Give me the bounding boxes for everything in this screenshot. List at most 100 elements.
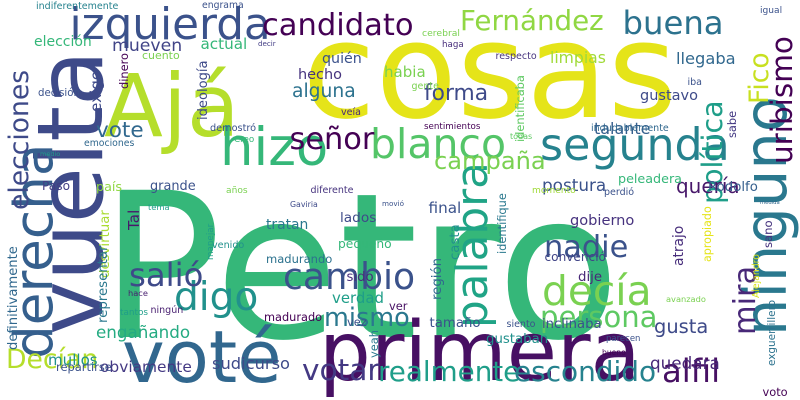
word-grande: grande <box>150 178 196 194</box>
word-decir: decir <box>258 38 276 48</box>
word-iba: iba <box>687 77 703 88</box>
word-queria: quería <box>676 174 740 198</box>
word-persona: persona <box>540 299 658 334</box>
word-mullos: mullos <box>48 350 98 369</box>
word-sabe: sabe <box>724 110 739 138</box>
word-hizo: hizo <box>220 116 329 178</box>
word-respecto: respecto <box>495 51 537 62</box>
word-repartirse: repartirse <box>56 359 112 374</box>
word-gustavo: gustavo <box>640 87 698 104</box>
word-paso: Pasó <box>42 179 71 193</box>
word-ningun: ningún <box>150 305 184 316</box>
word-habia: habia <box>384 62 426 81</box>
word-elecciones: elecciones <box>3 69 35 210</box>
word-anos: años <box>226 185 248 196</box>
word-gobierno: gobierno <box>570 211 635 229</box>
word-alguna: alguna <box>292 80 356 102</box>
word-quedara: quedara <box>650 352 720 373</box>
word-segunda: segunda <box>540 120 730 171</box>
word-izquierda: izquierda <box>69 0 271 50</box>
word-tal: Tal <box>124 209 143 230</box>
word-lados: lados <box>340 210 377 226</box>
word-madurado: madurado <box>264 309 323 324</box>
word-blanco: blanco <box>370 119 506 168</box>
word-demostro: demostró <box>210 123 257 134</box>
word-casta: casta <box>447 224 463 260</box>
word-salio: salió <box>129 256 204 294</box>
word-movio: movió <box>382 198 405 208</box>
word-voto: voto <box>762 384 788 399</box>
word-sano: sano <box>761 220 775 248</box>
word-apropiado: apropiado <box>700 206 714 262</box>
word-senor: señor <box>289 122 375 157</box>
word-buena: buena <box>622 4 724 42</box>
word-tamano: tamaño <box>429 315 481 331</box>
word-enganando: engañando <box>96 321 191 342</box>
word-talante: talante <box>594 119 651 138</box>
word-llegaba: llegaba <box>676 49 736 68</box>
word-pais: país <box>96 179 123 195</box>
word-exige: exige <box>86 70 105 112</box>
word-representar: representar <box>95 245 111 323</box>
word-sudicurso: sudicurso <box>212 354 290 373</box>
word-nadie: nadie <box>544 230 629 265</box>
word-tema: tema <box>148 202 170 212</box>
word-pequeno: pequeño <box>338 237 392 251</box>
word-parecen: parecen <box>606 333 641 344</box>
word-digo: digo <box>174 274 259 320</box>
word-alfil: alfil <box>662 352 721 390</box>
word-vote: vote <box>96 118 144 143</box>
word-cerebral: cerebral <box>422 27 460 39</box>
word-definitivamente: definitivamente <box>5 246 21 350</box>
word-hecho: hecho <box>298 67 343 83</box>
word-decia: decía <box>542 266 652 315</box>
word-creo: Creo <box>234 134 255 145</box>
word-forma: forma <box>424 81 489 106</box>
word-dije: dije <box>578 269 603 285</box>
word-sido: sido <box>346 269 374 285</box>
word-indiferentemente: indiferentemente <box>36 1 119 12</box>
word-perdio: perdió <box>604 187 635 198</box>
word-hace: hace <box>128 288 148 298</box>
word-todas: todas <box>510 132 533 141</box>
word-gusta: gusta <box>654 314 709 338</box>
word-yeah: yeah <box>366 330 381 358</box>
word-inclinaba: inclinaba <box>542 316 602 332</box>
word-ver: ver <box>389 298 408 313</box>
word-alejandro: Alejandro <box>750 254 762 298</box>
word-momento: momento <box>532 185 576 196</box>
word-cuento: cuento <box>142 48 180 62</box>
word-peleadera: peleadera <box>618 170 682 186</box>
word-haga: haga <box>442 39 464 50</box>
word-igual: igual <box>760 5 783 16</box>
word-veia: veía <box>341 107 361 118</box>
word-region: región <box>429 257 445 300</box>
word-dinero: dinero <box>116 52 131 89</box>
word-mismo: mismo <box>324 303 410 333</box>
word-ideologia: ideología <box>195 60 211 120</box>
word-cambio: cambio <box>283 256 416 298</box>
word-mueven: mueven <box>112 35 183 56</box>
word-indudablemente: indudablemente <box>591 123 669 134</box>
word-primera: primera <box>319 305 641 400</box>
word-atrajo: atrajo <box>671 225 687 266</box>
word-petro: Petro <box>100 150 621 385</box>
word-bueno: bueno <box>602 348 626 357</box>
word-decision: decisión <box>38 88 80 99</box>
word-escondido: escondido <box>514 355 657 388</box>
word-sentimientos: sentimientos <box>424 121 481 132</box>
word-cosas: cosas <box>302 0 678 149</box>
word-exguerrillero: exguerrillero <box>766 299 778 366</box>
word-votar: votar <box>302 352 380 387</box>
word-final: final <box>428 198 462 217</box>
word-gustaban: gustaban <box>486 331 549 347</box>
word-siento: siento <box>506 319 536 330</box>
word-avanzado: avanzado <box>666 294 706 304</box>
word-aja: Ajá <box>104 57 240 157</box>
word-madurando: madurando <box>266 252 333 266</box>
word-quien: quién <box>322 51 362 67</box>
word-campana: campaña <box>434 147 546 175</box>
word-tratan: tratan <box>266 217 309 233</box>
word-uribismo: uribismo <box>764 36 799 164</box>
